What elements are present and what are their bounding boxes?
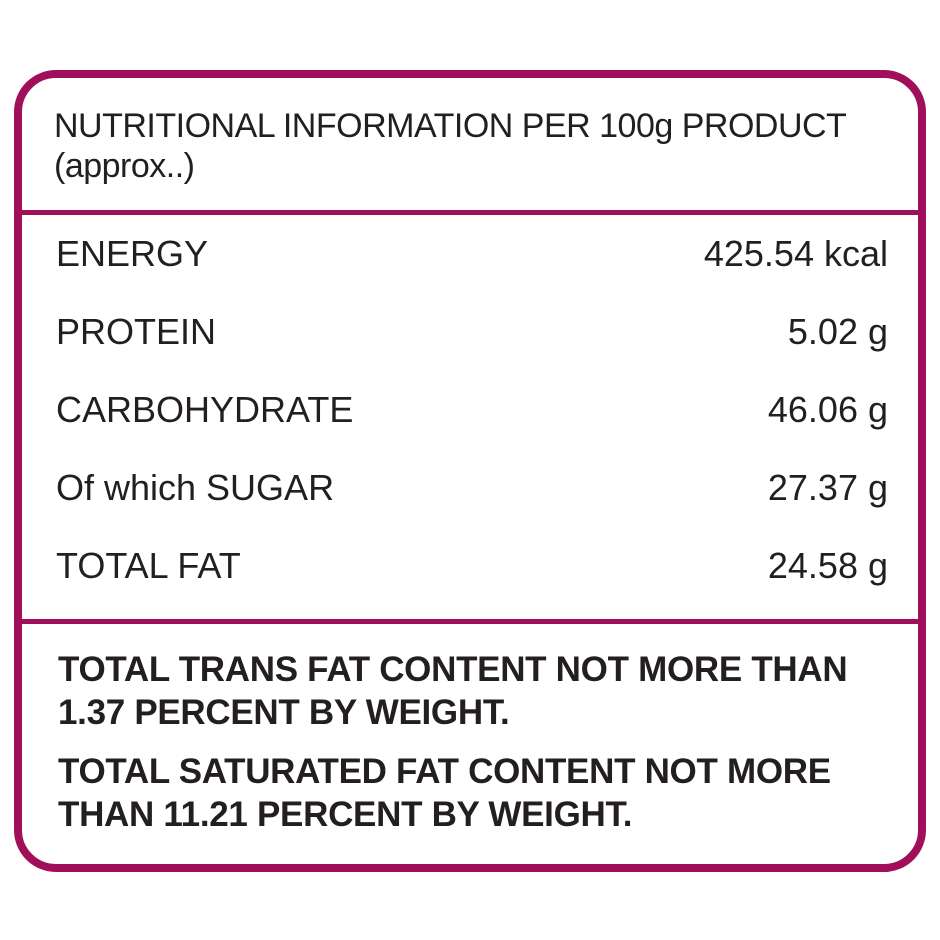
- saturated-fat-note: TOTAL SATURATED FAT CONTENT NOT MORE THA…: [58, 750, 898, 836]
- trans-fat-note: TOTAL TRANS FAT CONTENT NOT MORE THAN 1.…: [58, 648, 898, 734]
- note-line: 1.37 PERCENT BY WEIGHT.: [58, 693, 510, 732]
- nutrient-value: 46.06 g: [767, 389, 888, 430]
- nutrition-label: NUTRITIONAL INFORMATION PER 100g PRODUCT…: [14, 70, 926, 872]
- label-title: NUTRITIONAL INFORMATION PER 100g PRODUCT…: [54, 106, 847, 186]
- nutrient-label: TOTAL FAT: [56, 545, 241, 586]
- nutrient-value: 24.58 g: [767, 545, 888, 586]
- nutrient-row: CARBOHYDRATE 46.06 g: [56, 388, 888, 432]
- nutrient-label: PROTEIN: [56, 311, 217, 352]
- nutrient-value: 5.02 g: [787, 311, 888, 352]
- nutrient-label: ENERGY: [56, 233, 209, 274]
- nutrient-label: Of which SUGAR: [56, 467, 335, 508]
- nutrient-row: Of which SUGAR 27.37 g: [56, 466, 888, 510]
- header-divider: [22, 210, 918, 215]
- note-line: THAN 11.21 PERCENT BY WEIGHT.: [58, 795, 633, 834]
- nutrient-row: PROTEIN 5.02 g: [56, 310, 888, 354]
- nutrient-value: 425.54 kcal: [703, 233, 888, 274]
- nutrient-label: CARBOHYDRATE: [56, 389, 354, 430]
- note-line: TOTAL TRANS FAT CONTENT NOT MORE THAN: [58, 650, 848, 689]
- title-line-2: (approx..): [54, 147, 195, 185]
- nutrient-row: ENERGY 425.54 kcal: [56, 232, 888, 276]
- footer-divider: [22, 619, 918, 624]
- note-line: TOTAL SATURATED FAT CONTENT NOT MORE: [58, 752, 831, 791]
- title-line-1: NUTRITIONAL INFORMATION PER 100g PRODUCT: [54, 107, 847, 145]
- nutrient-row: TOTAL FAT 24.58 g: [56, 544, 888, 588]
- nutrient-value: 27.37 g: [767, 467, 888, 508]
